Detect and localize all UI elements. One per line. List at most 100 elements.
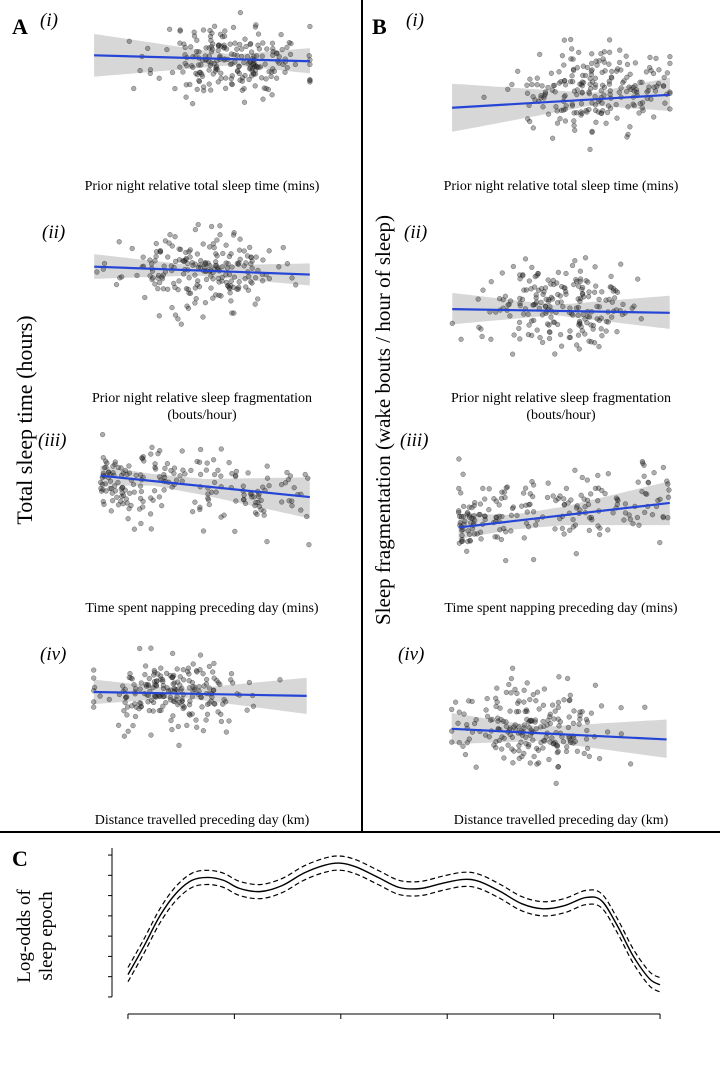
data-point xyxy=(639,79,645,85)
data-point xyxy=(225,261,231,267)
data-point xyxy=(184,303,190,309)
charts-layer: Prior night relative total sleep time (m… xyxy=(14,9,679,1019)
data-point xyxy=(215,680,222,686)
data-point xyxy=(252,24,259,30)
data-point xyxy=(179,698,185,704)
data-point xyxy=(660,83,667,89)
data-point xyxy=(594,62,600,68)
data-point xyxy=(584,745,591,752)
data-point xyxy=(616,89,622,95)
data-point xyxy=(264,475,271,481)
data-point xyxy=(180,467,186,473)
data-point xyxy=(530,302,536,308)
data-point xyxy=(153,682,159,688)
data-point xyxy=(233,468,240,475)
data-point xyxy=(250,61,256,68)
data-point xyxy=(535,270,541,277)
data-point xyxy=(566,714,572,720)
data-point xyxy=(136,506,143,512)
data-point xyxy=(293,282,299,288)
data-point xyxy=(667,89,673,95)
data-point xyxy=(101,501,107,508)
data-point xyxy=(601,92,607,98)
data-point xyxy=(580,311,586,318)
data-point xyxy=(572,258,578,264)
data-point xyxy=(577,81,583,87)
data-point xyxy=(161,263,167,269)
data-point xyxy=(509,81,515,88)
data-point xyxy=(202,260,209,266)
data-point xyxy=(169,674,175,681)
data-point xyxy=(133,686,139,692)
data-point xyxy=(181,258,187,265)
data-point xyxy=(230,232,237,238)
data-point xyxy=(534,327,540,333)
data-point xyxy=(240,497,247,503)
data-point xyxy=(177,674,183,680)
panel-label-c: C xyxy=(12,846,28,871)
data-point xyxy=(269,40,276,46)
data-point xyxy=(183,249,189,256)
data-point xyxy=(615,498,621,504)
data-point xyxy=(142,294,148,301)
data-point xyxy=(646,84,652,90)
data-point xyxy=(560,739,567,745)
data-point xyxy=(599,69,605,76)
data-point xyxy=(562,92,568,99)
data-point xyxy=(614,496,621,502)
data-point xyxy=(154,678,160,684)
data-point xyxy=(142,663,149,669)
data-point xyxy=(561,285,567,291)
data-point xyxy=(209,30,215,36)
data-point xyxy=(603,328,609,334)
data-point xyxy=(604,109,611,116)
data-point xyxy=(549,702,556,708)
data-point xyxy=(172,312,179,318)
data-point xyxy=(596,304,603,310)
data-point xyxy=(184,260,191,267)
sub-label-b-iv: (iv) xyxy=(398,644,424,665)
data-point xyxy=(523,520,530,526)
data-point xyxy=(628,86,634,93)
data-point xyxy=(192,261,198,267)
data-point xyxy=(630,84,636,91)
data-point xyxy=(594,303,600,310)
data-point xyxy=(211,471,218,478)
data-point xyxy=(635,479,641,485)
data-point xyxy=(185,668,191,675)
data-point xyxy=(198,62,204,68)
data-point xyxy=(194,86,200,93)
data-point xyxy=(199,73,206,79)
data-point xyxy=(163,670,170,676)
data-point xyxy=(458,336,464,342)
data-point xyxy=(579,474,585,481)
data-point xyxy=(598,110,604,116)
data-point xyxy=(205,495,211,501)
data-point xyxy=(601,84,608,90)
data-point xyxy=(456,513,463,520)
data-point xyxy=(499,489,505,495)
data-point xyxy=(493,703,499,710)
data-point xyxy=(179,685,185,691)
data-point xyxy=(146,707,152,714)
data-point xyxy=(94,269,100,275)
data-point xyxy=(197,667,203,673)
data-point xyxy=(556,80,562,86)
data-point xyxy=(645,87,651,94)
x-axis-label: Distance travelled preceding day (km) xyxy=(95,813,310,828)
data-point xyxy=(611,295,618,301)
data-point xyxy=(598,51,604,57)
data-point xyxy=(249,494,255,500)
data-point xyxy=(651,470,657,476)
data-point xyxy=(148,526,154,532)
data-point xyxy=(249,280,255,286)
data-point xyxy=(204,711,211,717)
data-point xyxy=(657,539,663,546)
data-point xyxy=(517,303,523,309)
data-point xyxy=(167,697,174,703)
data-point xyxy=(122,686,128,693)
data-point xyxy=(100,455,106,461)
data-point xyxy=(237,256,243,262)
data-point xyxy=(556,69,562,75)
data-point xyxy=(648,67,654,74)
